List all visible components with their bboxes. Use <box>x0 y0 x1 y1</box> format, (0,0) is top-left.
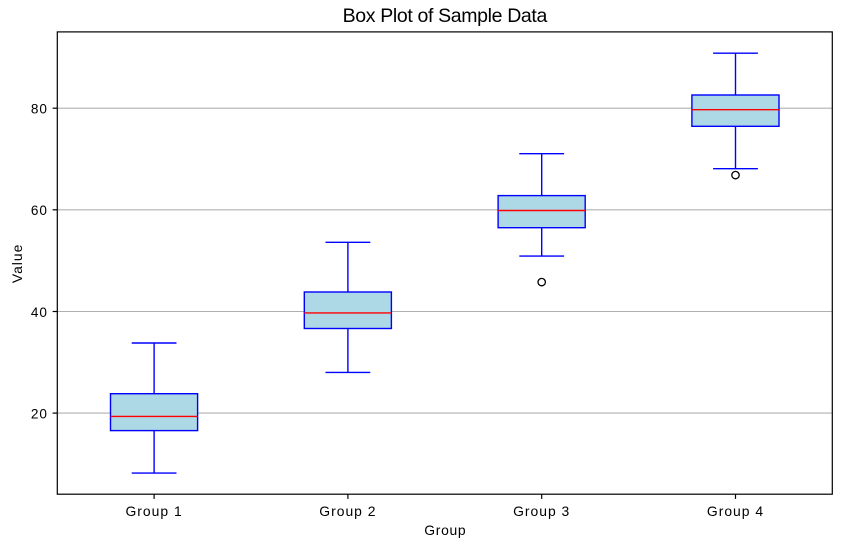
svg-text:Value: Value <box>9 244 25 284</box>
svg-text:Box Plot of Sample Data: Box Plot of Sample Data <box>343 5 548 27</box>
svg-text:40: 40 <box>31 305 48 320</box>
svg-text:Group 2: Group 2 <box>319 503 376 519</box>
svg-text:Group: Group <box>424 522 466 538</box>
svg-text:Group 4: Group 4 <box>707 503 764 519</box>
svg-text:20: 20 <box>31 406 48 421</box>
svg-text:Group 3: Group 3 <box>513 503 570 519</box>
svg-text:Group 1: Group 1 <box>125 503 182 519</box>
svg-text:80: 80 <box>31 102 48 117</box>
svg-text:60: 60 <box>31 203 48 218</box>
